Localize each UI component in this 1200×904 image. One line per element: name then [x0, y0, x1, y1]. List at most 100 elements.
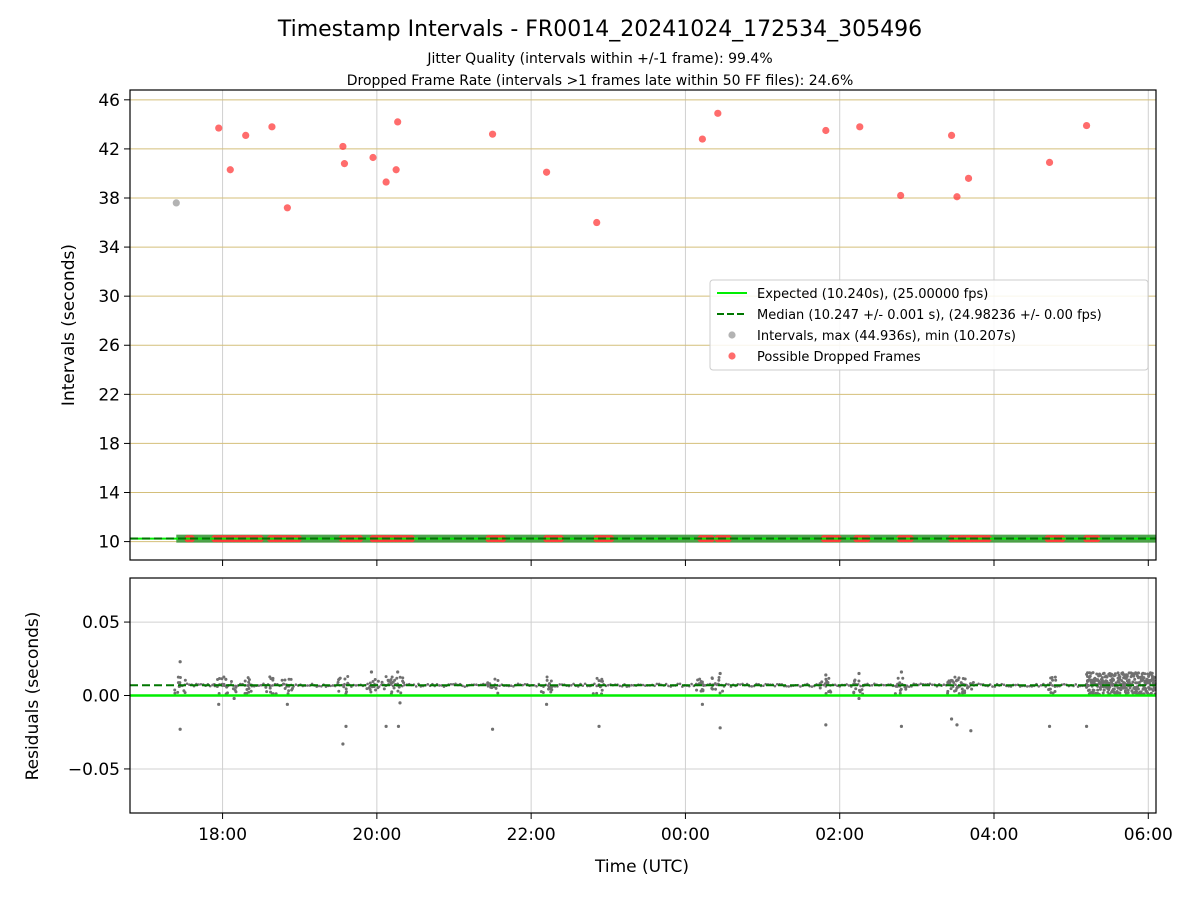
residual-point: [346, 674, 350, 678]
residual-point: [828, 689, 832, 693]
residual-outlier-17: [718, 671, 722, 676]
residual-point: [845, 683, 848, 686]
residual-point: [243, 679, 247, 683]
residual-point: [852, 691, 856, 695]
residual-point: [283, 687, 287, 691]
residual-point: [1124, 686, 1128, 690]
residual-point: [535, 684, 538, 688]
residual-point: [401, 676, 405, 680]
residual-point: [857, 688, 861, 692]
residual-point: [1091, 671, 1095, 675]
residual-outlier-6: [344, 724, 348, 728]
chart-title: Timestamp Intervals - FR0014_20241024_17…: [277, 17, 922, 42]
residual-point: [1131, 680, 1135, 684]
residual-outlier-14: [597, 724, 601, 728]
residual-point: [176, 690, 180, 694]
residual-point: [183, 678, 187, 682]
residual-outlier-13: [544, 702, 549, 706]
residual-point: [970, 687, 974, 691]
residual-point: [1002, 683, 1006, 687]
residual-outlier-1: [178, 727, 182, 731]
residual-point: [1144, 687, 1148, 691]
residual-point: [368, 687, 372, 691]
residual-point: [346, 681, 350, 685]
dropped-frame-point-17: [856, 123, 864, 131]
residual-point: [545, 678, 549, 682]
legend-label-3: Possible Dropped Frames: [757, 350, 921, 365]
residual-point: [426, 683, 430, 686]
residual-point: [1101, 691, 1105, 695]
dropped-frame-point-11: [488, 130, 497, 138]
residual-outlier-9: [396, 724, 401, 728]
dropped-frame-point-8: [382, 178, 390, 186]
residual-point: [695, 688, 699, 692]
dropped-frame-point-4: [283, 204, 291, 212]
residual-point: [1126, 691, 1130, 695]
residual-point: [1088, 674, 1092, 678]
residual-point: [224, 677, 228, 681]
residual-point: [354, 684, 358, 687]
residual-point: [1051, 678, 1055, 682]
legend: Expected (10.240s), (25.00000 fps) Median…: [709, 279, 1149, 371]
dropped-frame-point-10: [394, 118, 402, 126]
residual-point: [1048, 687, 1052, 691]
residual-outlier-28: [1084, 724, 1089, 728]
residual-point: [882, 683, 885, 687]
dropped-frame-point-12: [542, 168, 551, 176]
residual-outlier-3: [232, 696, 236, 701]
residual-point: [870, 683, 874, 687]
residual-point: [1062, 682, 1066, 686]
residual-point: [463, 685, 467, 688]
residual-point: [247, 678, 251, 682]
residual-point: [249, 689, 253, 693]
residual-point: [1133, 677, 1137, 681]
intervals-plot-frame: [129, 89, 1157, 561]
residual-point: [919, 682, 923, 686]
residual-point: [343, 682, 346, 686]
residual-point: [493, 677, 497, 681]
residual-point: [496, 691, 500, 695]
residual-point: [583, 682, 587, 686]
residual-point: [956, 685, 960, 689]
residual-point: [509, 684, 513, 688]
residual-point: [954, 683, 957, 687]
residual-point: [523, 682, 527, 686]
residual-outlier-22: [899, 724, 904, 728]
residual-point: [247, 680, 251, 684]
residual-point: [1053, 689, 1057, 693]
residual-point: [1132, 674, 1136, 678]
residual-point: [946, 689, 950, 693]
residual-outlier-2: [217, 702, 221, 706]
residual-point: [264, 685, 268, 689]
residual-point: [475, 683, 478, 687]
residual-point: [337, 689, 341, 693]
residual-point: [718, 691, 722, 695]
residual-point: [1051, 684, 1054, 687]
legend-label-2: Intervals, max (44.936s), min (10.207s): [757, 329, 1016, 344]
residual-point: [965, 686, 969, 690]
residual-point: [702, 683, 706, 687]
residual-point: [898, 691, 902, 695]
residual-point: [317, 684, 321, 688]
residual-point: [382, 687, 386, 691]
residual-point: [1092, 688, 1096, 692]
x-tick-label-2: 22:00: [507, 825, 556, 845]
intervals-y-tick-label-5: 30: [98, 287, 120, 307]
residual-point: [799, 685, 802, 688]
dropped-frame-point-14: [698, 135, 707, 143]
residual-point: [343, 677, 347, 681]
residual-point: [1152, 679, 1156, 683]
residual-point: [390, 690, 394, 694]
residual-outlier-26: [969, 729, 973, 733]
residual-point: [392, 686, 396, 690]
residual-point: [1054, 678, 1058, 682]
legend-swatch-3: [728, 352, 736, 360]
residual-point: [280, 678, 284, 682]
residual-point: [257, 684, 261, 687]
residual-point: [414, 685, 418, 688]
residual-point: [1049, 691, 1053, 695]
residual-point: [859, 684, 862, 688]
residual-point: [847, 684, 851, 687]
residual-point: [290, 688, 294, 692]
residual-point: [953, 675, 957, 679]
